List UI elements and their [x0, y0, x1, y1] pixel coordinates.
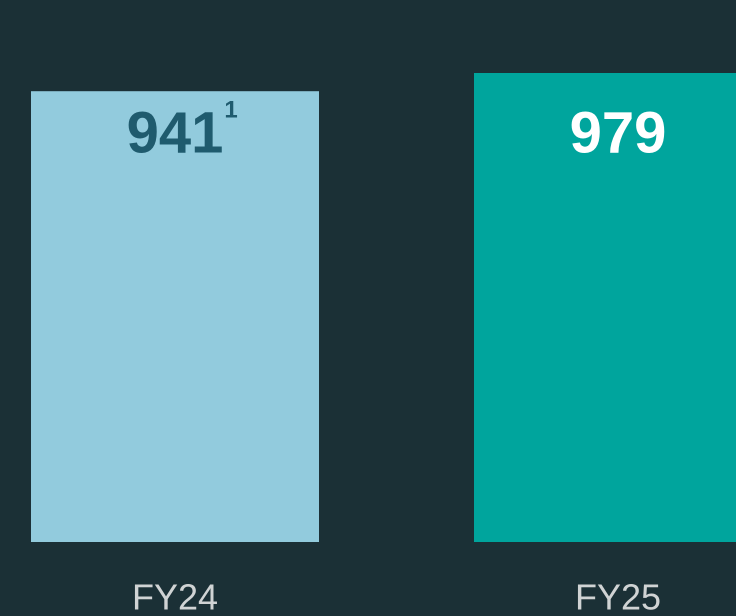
- bar: [31, 91, 319, 543]
- value-label: 941: [127, 100, 224, 165]
- x-tick-label: FY25: [575, 577, 661, 616]
- footnote-marker: 1: [224, 96, 237, 123]
- bar: [474, 73, 736, 542]
- value-label: 979: [570, 100, 667, 165]
- x-tick-label: FY24: [132, 577, 218, 616]
